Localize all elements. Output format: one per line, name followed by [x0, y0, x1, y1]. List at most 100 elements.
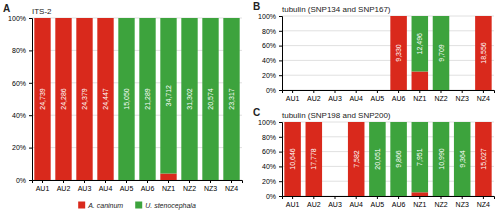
tick-label: AU5 — [371, 95, 385, 102]
tick-mark — [313, 196, 314, 199]
tick-label: 40% — [12, 112, 26, 119]
tick-label: 100% — [8, 15, 26, 22]
tick-mark — [356, 196, 357, 199]
bar-annotation: 24,447 — [102, 88, 109, 110]
bar-segment — [55, 18, 71, 180]
bar-segment — [390, 16, 407, 17]
tick-label: 100% — [258, 119, 276, 126]
annotations: 9,33012,4969,70918,556 — [395, 33, 487, 64]
tick-label: NZ4 — [477, 95, 490, 102]
tick-label: NZ4 — [225, 185, 238, 192]
title: tubulin (SNP134 and SNP167) — [282, 5, 391, 14]
bars — [284, 122, 491, 196]
x-axis: AU1AU2AU3AU4AU5AU6NZ1NZ2NZ3NZ4 — [283, 90, 495, 102]
x-tick: AU6 — [141, 180, 155, 192]
bar-annotation: 9,364 — [459, 150, 466, 168]
bar-segment — [433, 16, 450, 90]
tick-mark — [231, 180, 232, 183]
tick-mark — [147, 180, 148, 183]
tick-mark — [335, 90, 336, 93]
tick-label: AU6 — [392, 95, 406, 102]
x-tick: AU4 — [349, 90, 363, 102]
tick-mark — [279, 16, 282, 17]
bar-segment — [454, 122, 471, 196]
tick-label: NZ3 — [204, 185, 217, 192]
tick-mark — [462, 90, 463, 93]
tick-label: NZ4 — [477, 201, 490, 208]
tick-label: 40% — [262, 163, 276, 170]
bar-annotation: 9,866 — [395, 150, 402, 168]
grid-line — [282, 45, 494, 46]
tick-label: NZ2 — [183, 185, 196, 192]
bar-annotation: 15,050 — [123, 88, 130, 110]
bar-annotation: 15,027 — [480, 148, 487, 170]
tick-label: NZ1 — [413, 201, 426, 208]
y-tick: 20% — [12, 144, 32, 151]
y-tick: 60% — [262, 148, 282, 155]
bar-segment — [76, 18, 92, 180]
tick-label: AU1 — [36, 185, 50, 192]
y-axis: 0%20%40%60%80%100% — [8, 15, 32, 184]
annotations: 24,73924,28624,37924,44715,05021,28934,7… — [39, 85, 235, 110]
y-tick: 100% — [8, 15, 32, 22]
tick-mark — [279, 31, 282, 32]
bar-segment — [412, 16, 429, 72]
bar-annotation: 9,330 — [395, 44, 402, 62]
tick-label: NZ1 — [162, 185, 175, 192]
bar-segment — [390, 122, 407, 196]
tick-label: AU2 — [307, 201, 321, 208]
tick-label: 20% — [262, 178, 276, 185]
tick-mark — [292, 90, 293, 93]
tick-label: 20% — [262, 72, 276, 79]
bar-annotation: 20,574 — [207, 88, 214, 110]
tick-mark — [126, 180, 127, 183]
bar-segment — [369, 122, 386, 196]
bar-segment — [433, 122, 450, 196]
tick-label: AU4 — [99, 185, 113, 192]
axis-line — [33, 181, 243, 184]
tick-label: AU4 — [349, 95, 363, 102]
bar-segment — [412, 72, 429, 91]
x-tick: AU6 — [392, 196, 406, 208]
y-tick: 40% — [262, 163, 282, 170]
tick-mark — [441, 90, 442, 93]
y-axis: 0%20%40%60%80%100% — [258, 119, 282, 200]
tick-mark — [84, 180, 85, 183]
bar-annotation: 17,778 — [310, 148, 317, 170]
tick-mark — [398, 196, 399, 199]
bar-segment — [97, 18, 113, 180]
tick-mark — [210, 180, 211, 183]
tick-mark — [279, 166, 282, 167]
tick-mark — [398, 90, 399, 93]
grid — [282, 16, 494, 90]
tick-label: 20% — [12, 144, 26, 151]
tick-mark — [462, 196, 463, 199]
x-tick: AU3 — [78, 180, 92, 192]
x-tick: NZ2 — [434, 90, 447, 102]
axis-line — [279, 123, 283, 197]
legend-swatch — [78, 202, 85, 209]
y-tick: 80% — [12, 47, 32, 54]
y-tick: 0% — [266, 193, 282, 200]
legend-swatch — [135, 202, 142, 209]
tick-mark — [335, 196, 336, 199]
tick-mark — [279, 181, 282, 182]
bar-segment — [306, 122, 323, 123]
tick-label: 0% — [266, 87, 276, 94]
grid-line — [282, 60, 494, 61]
tick-label: NZ3 — [456, 201, 469, 208]
bar-annotation: 31,302 — [186, 88, 193, 110]
tick-label: AU2 — [307, 95, 321, 102]
legend-item: A. caninum — [78, 202, 123, 209]
x-tick: NZ1 — [413, 196, 426, 208]
tick-mark — [279, 122, 282, 123]
tick-mark — [377, 196, 378, 199]
panel-label: A — [3, 3, 10, 14]
bar-segment — [202, 18, 218, 180]
x-tick: AU2 — [307, 90, 321, 102]
bar-annotation: 23,317 — [228, 88, 235, 110]
tick-mark — [29, 83, 32, 84]
bar-segment — [475, 16, 492, 17]
x-tick: AU5 — [120, 180, 134, 192]
bars — [390, 16, 491, 90]
